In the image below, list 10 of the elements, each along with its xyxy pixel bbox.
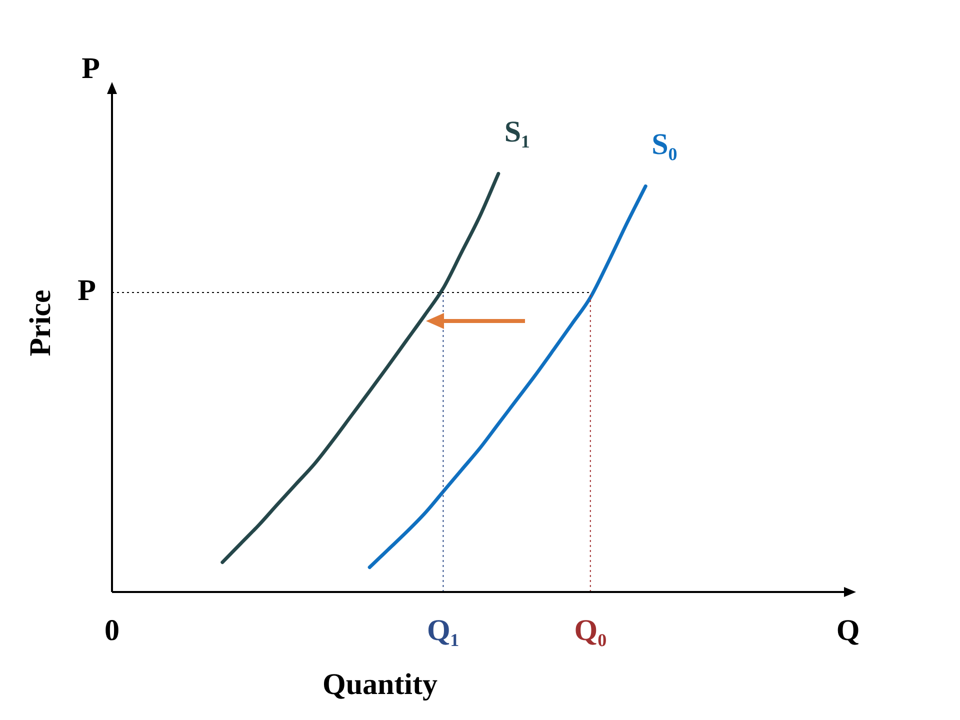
series-label: S₀ [652, 128, 678, 161]
x-tick-label: Q₁ [427, 614, 460, 647]
y-axis-title: Price [24, 290, 57, 356]
ref-line-label: P [78, 274, 96, 308]
x-tick-label: 0 [104, 614, 120, 647]
x-tick-label: Q₀ [574, 614, 607, 647]
series-label: S₁ [504, 115, 530, 148]
text: P [82, 52, 100, 85]
x-tick-label: Q [836, 614, 860, 647]
x-axis-title: Quantity [322, 668, 438, 701]
